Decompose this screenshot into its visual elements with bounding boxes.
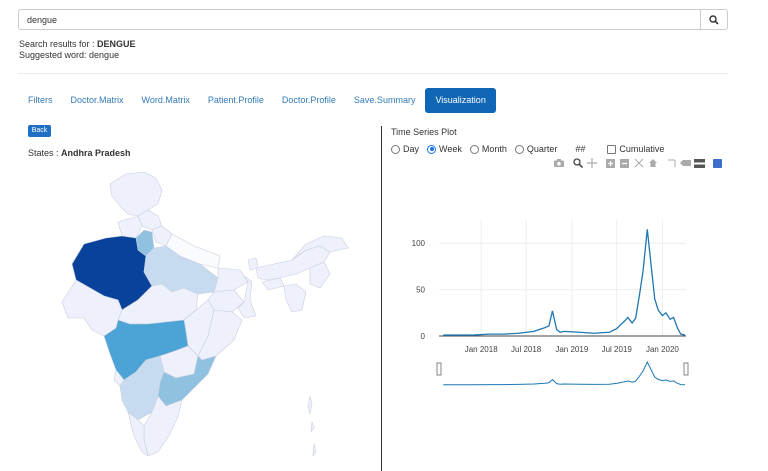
- search-bar: [18, 9, 728, 30]
- reset-axes-icon[interactable]: [646, 157, 659, 169]
- map-state-nagaland-manipur[interactable]: [309, 261, 331, 289]
- panel-divider: [381, 126, 382, 471]
- state-name: Andhra Pradesh: [61, 148, 131, 158]
- suggested-word: Suggested word: dengue: [19, 50, 120, 60]
- tab-doctor-profile[interactable]: Doctor.Profile: [281, 95, 336, 105]
- results-term: DENGUE: [97, 39, 136, 49]
- cumulative-checkbox[interactable]: Cumulative: [607, 144, 664, 154]
- tab-word-matrix[interactable]: Word.Matrix: [141, 95, 190, 105]
- india-map-svg: [61, 171, 349, 457]
- pan-icon[interactable]: [585, 157, 598, 169]
- map-state-sikkim[interactable]: [247, 257, 259, 271]
- map-state-west-bengal[interactable]: [237, 275, 257, 319]
- map-nepal: [165, 233, 221, 269]
- hover-closest-icon[interactable]: [679, 157, 692, 169]
- plot-modebar: [552, 157, 722, 169]
- tab-save-summary[interactable]: Save.Summary: [353, 95, 416, 105]
- time-resolution-options: Day Week Month Quarter ## Cumulative: [391, 144, 672, 154]
- states-label: States : Andhra Pradesh: [28, 148, 131, 158]
- zoom-out-icon[interactable]: [618, 157, 631, 169]
- radio-quarter-label: Quarter: [526, 144, 558, 154]
- search-icon: [709, 14, 719, 25]
- india-map: [48, 160, 368, 471]
- map-state-mizoram-tripura[interactable]: [283, 283, 307, 313]
- radio-circle-selected[interactable]: [427, 144, 437, 154]
- camera-icon[interactable]: [552, 157, 565, 169]
- range-slider-handle-left: [436, 362, 442, 376]
- hover-compare-icon[interactable]: [693, 157, 706, 169]
- x-tick-label: Jul 2018: [511, 345, 542, 354]
- map-state-bihar[interactable]: [213, 267, 249, 293]
- states-prefix: States :: [28, 148, 62, 158]
- y-tick-label: 50: [416, 286, 425, 295]
- x-tick-label: Jan 2018: [465, 345, 498, 354]
- radio-week-label: Week: [439, 144, 462, 154]
- range-slider-handle-right: [683, 362, 689, 376]
- range-slider-line: [443, 360, 686, 386]
- search-results: Search results for : DENGUE Suggested wo…: [19, 39, 136, 61]
- autoscale-icon[interactable]: [632, 157, 645, 169]
- plotly-logo-icon[interactable]: [713, 158, 722, 168]
- radio-quarter[interactable]: Quarter: [514, 144, 558, 154]
- cumulative-label: Cumulative: [619, 144, 665, 154]
- radio-day[interactable]: Day: [391, 144, 419, 154]
- map-andaman-islands[interactable]: [307, 395, 317, 457]
- map-state-jammu-kashmir[interactable]: [109, 171, 163, 217]
- y-tick-label: 0: [421, 332, 426, 341]
- radio-circle[interactable]: [391, 144, 400, 154]
- tab-doctor-matrix[interactable]: Doctor.Matrix: [70, 95, 124, 105]
- search-button[interactable]: [700, 9, 728, 30]
- radio-month-label: Month: [481, 144, 507, 154]
- radio-week[interactable]: Week: [427, 144, 462, 154]
- map-state-kerala[interactable]: [127, 411, 149, 457]
- zoom-icon[interactable]: [571, 157, 584, 169]
- hash-label: ##: [575, 144, 586, 154]
- checkbox-box[interactable]: [607, 144, 617, 154]
- map-state-arunachal[interactable]: [291, 235, 349, 261]
- radio-day-label: Day: [403, 144, 420, 154]
- x-tick-label: Jan 2019: [555, 345, 588, 354]
- map-state-punjab[interactable]: [117, 215, 143, 239]
- results-label: Search results for :: [19, 39, 98, 49]
- x-tick-label: Jan 2020: [646, 345, 679, 354]
- time-series-title: Time Series Plot: [391, 127, 457, 137]
- back-button[interactable]: Back: [28, 125, 51, 137]
- radio-circle[interactable]: [469, 144, 479, 154]
- range-slider-bg: [438, 359, 687, 386]
- series-line: [443, 229, 686, 336]
- tab-bar: Filters Doctor.Matrix Word.Matrix Patien…: [19, 88, 498, 113]
- zoom-in-icon[interactable]: [604, 157, 617, 169]
- tab-patient-profile[interactable]: Patient.Profile: [207, 95, 264, 105]
- x-tick-label: Jul 2019: [602, 345, 633, 354]
- time-series-chart: Jan 2018 Jul 2018 Jan 2019 Jul 2019 Jan 2020…: [412, 220, 689, 386]
- divider: [18, 73, 728, 74]
- tab-filters[interactable]: Filters: [28, 95, 53, 105]
- radio-circle[interactable]: [514, 144, 524, 154]
- search-input[interactable]: [18, 9, 700, 30]
- radio-month[interactable]: Month: [469, 144, 507, 154]
- search-results-line: Search results for : DENGUE: [19, 39, 136, 50]
- spike-lines-icon[interactable]: [665, 157, 678, 169]
- y-tick-label: 100: [412, 239, 426, 248]
- tab-visualization[interactable]: Visualization: [425, 88, 496, 113]
